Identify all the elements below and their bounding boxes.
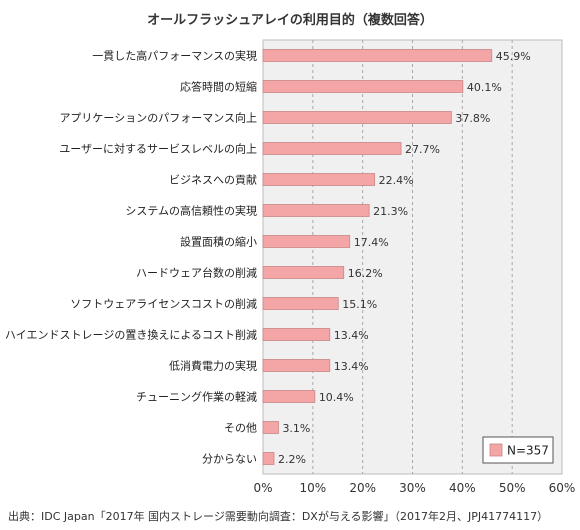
bar bbox=[262, 173, 376, 186]
data-label: 17.4% bbox=[354, 236, 389, 249]
data-label: 45.9% bbox=[496, 50, 531, 63]
bar bbox=[262, 111, 452, 124]
data-label: 16.2% bbox=[348, 267, 383, 280]
bar bbox=[262, 204, 370, 217]
bar bbox=[262, 452, 275, 465]
chart-title: オールフラッシュアレイの利用目的（複数回答） bbox=[147, 13, 433, 28]
category-label: アプリケーションのパフォーマンス向上 bbox=[59, 111, 257, 125]
source-note: 出典：IDC Japan「2017年 国内ストレージ需要動向調査：DXが与える影… bbox=[8, 510, 549, 523]
data-label: 15.1% bbox=[342, 298, 377, 311]
category-label: その他 bbox=[224, 422, 257, 435]
data-label: 37.8% bbox=[455, 112, 490, 125]
category-label: システムの高信頼性の実現 bbox=[125, 204, 257, 218]
data-label: 22.4% bbox=[379, 174, 414, 187]
x-tick-label: 10% bbox=[299, 481, 326, 495]
data-label: 10.4% bbox=[319, 391, 354, 404]
bar bbox=[262, 235, 351, 248]
category-label: チューニング作業の軽減 bbox=[136, 390, 257, 404]
bar bbox=[262, 328, 331, 341]
category-label: 分からない bbox=[202, 453, 257, 466]
category-label: ハイエンドストレージの置き換えによるコスト削減 bbox=[5, 328, 257, 342]
x-tick-label: 0% bbox=[253, 481, 272, 495]
legend-label: N=357 bbox=[507, 444, 549, 458]
x-tick-label: 20% bbox=[349, 481, 376, 495]
category-label: ソフトウェアライセンスコストの削減 bbox=[70, 297, 257, 311]
bar bbox=[262, 297, 339, 310]
bar bbox=[262, 421, 279, 434]
category-label: 低消費電力の実現 bbox=[169, 359, 257, 373]
x-tick-label: 50% bbox=[499, 481, 526, 495]
category-label: 一貫した高パフォーマンスの実現 bbox=[92, 49, 257, 63]
bar bbox=[262, 142, 402, 155]
category-label: ビジネスへの貢献 bbox=[169, 173, 257, 187]
data-label: 13.4% bbox=[334, 360, 369, 373]
legend-swatch bbox=[489, 443, 503, 457]
bar bbox=[262, 266, 345, 279]
x-tick-label: 30% bbox=[399, 481, 426, 495]
category-label: 設置面積の縮小 bbox=[180, 235, 257, 249]
data-label: 3.1% bbox=[282, 422, 310, 435]
data-label: 2.2% bbox=[278, 453, 306, 466]
bar bbox=[262, 359, 331, 372]
bar bbox=[262, 390, 316, 403]
category-label: ハードウェア台数の削減 bbox=[136, 266, 257, 280]
data-label: 13.4% bbox=[334, 329, 369, 342]
data-label: 40.1% bbox=[467, 81, 502, 94]
bar bbox=[262, 80, 464, 93]
category-label: ユーザーに対するサービスレベルの向上 bbox=[59, 142, 257, 156]
data-label: 27.7% bbox=[405, 143, 440, 156]
category-label: 応答時間の短縮 bbox=[180, 80, 257, 94]
data-label: 21.3% bbox=[373, 205, 408, 218]
bar bbox=[262, 49, 493, 62]
x-tick-label: 40% bbox=[449, 481, 476, 495]
x-tick-label: 60% bbox=[549, 481, 576, 495]
